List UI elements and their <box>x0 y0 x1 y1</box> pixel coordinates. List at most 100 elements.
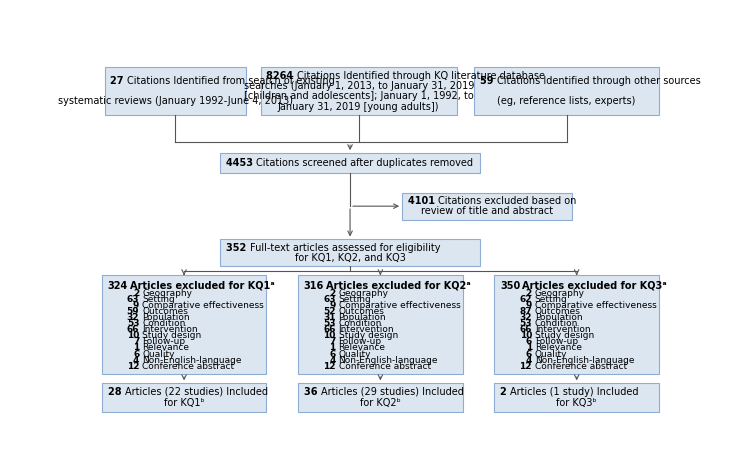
Text: Geography: Geography <box>142 289 192 297</box>
Text: Intervention: Intervention <box>338 325 394 334</box>
Text: 6: 6 <box>526 349 532 359</box>
FancyBboxPatch shape <box>495 276 659 374</box>
Text: Condition: Condition <box>142 319 186 328</box>
Text: Articles excluded for KQ3ᵃ: Articles excluded for KQ3ᵃ <box>522 281 667 291</box>
Text: Non-English-language: Non-English-language <box>338 356 438 365</box>
Text: searches (January 1, 2013, to January 31, 2019: searches (January 1, 2013, to January 31… <box>244 81 474 91</box>
Text: for KQ2ᵇ: for KQ2ᵇ <box>360 398 401 409</box>
Text: 1: 1 <box>526 343 532 353</box>
Text: (eg, reference lists, experts): (eg, reference lists, experts) <box>498 97 635 106</box>
Text: Follow-up: Follow-up <box>338 337 381 347</box>
Text: Full-text articles assessed for eligibility: Full-text articles assessed for eligibil… <box>250 243 440 253</box>
Text: 4: 4 <box>329 356 335 365</box>
Text: Condition: Condition <box>338 319 382 328</box>
Text: 31: 31 <box>323 313 335 322</box>
FancyBboxPatch shape <box>102 276 266 374</box>
Text: Setting: Setting <box>535 295 568 304</box>
Text: 4: 4 <box>525 356 532 365</box>
Text: 10: 10 <box>127 331 139 340</box>
FancyBboxPatch shape <box>298 383 463 412</box>
Text: Comparative effectiveness: Comparative effectiveness <box>338 301 460 310</box>
Text: 12: 12 <box>519 362 532 371</box>
FancyBboxPatch shape <box>104 67 246 115</box>
FancyBboxPatch shape <box>220 153 480 173</box>
Text: 66: 66 <box>519 325 532 334</box>
Text: Citations excluded based on: Citations excluded based on <box>438 196 577 206</box>
Text: 1: 1 <box>329 343 335 353</box>
Text: 32: 32 <box>519 313 532 322</box>
Text: 27: 27 <box>110 76 127 86</box>
Text: Relevance: Relevance <box>338 343 385 353</box>
Text: Relevance: Relevance <box>535 343 582 353</box>
Text: 66: 66 <box>323 325 335 334</box>
Text: Follow-up: Follow-up <box>535 337 578 347</box>
Text: 316: 316 <box>304 281 324 291</box>
Text: 7: 7 <box>329 337 335 347</box>
Text: 52: 52 <box>323 307 335 316</box>
Text: 53: 53 <box>127 319 139 328</box>
Text: Articles (1 study) Included: Articles (1 study) Included <box>510 387 638 397</box>
Text: review of title and abstract: review of title and abstract <box>421 206 554 217</box>
Text: Citations screened after duplicates removed: Citations screened after duplicates remo… <box>256 158 473 168</box>
Text: 28: 28 <box>107 387 124 397</box>
Text: Intervention: Intervention <box>142 325 198 334</box>
FancyBboxPatch shape <box>474 67 659 115</box>
Text: 2: 2 <box>329 289 335 297</box>
Text: 4101: 4101 <box>408 196 438 206</box>
Text: Articles (22 studies) Included: Articles (22 studies) Included <box>124 387 267 397</box>
Text: Quality: Quality <box>535 349 567 359</box>
FancyBboxPatch shape <box>298 276 463 374</box>
Text: 6: 6 <box>133 349 139 359</box>
Text: 32: 32 <box>127 313 139 322</box>
Text: 62: 62 <box>519 295 532 304</box>
FancyBboxPatch shape <box>402 193 572 219</box>
Text: Relevance: Relevance <box>142 343 189 353</box>
Text: Quality: Quality <box>338 349 371 359</box>
Text: 59: 59 <box>480 76 497 86</box>
Text: Follow-up: Follow-up <box>142 337 186 347</box>
Text: 2: 2 <box>500 387 510 397</box>
Text: 9: 9 <box>133 301 139 310</box>
Text: Setting: Setting <box>338 295 371 304</box>
Text: January 31, 2019 [young adults]): January 31, 2019 [young adults]) <box>278 102 440 112</box>
Text: Study design: Study design <box>535 331 594 340</box>
Text: for KQ1, KQ2, and KQ3: for KQ1, KQ2, and KQ3 <box>294 253 405 263</box>
Text: Outcomes: Outcomes <box>535 307 580 316</box>
Text: systematic reviews (January 1992-June 4, 2013): systematic reviews (January 1992-June 4,… <box>58 97 293 106</box>
Text: 63: 63 <box>323 295 335 304</box>
Text: Intervention: Intervention <box>535 325 591 334</box>
Text: Quality: Quality <box>142 349 174 359</box>
FancyBboxPatch shape <box>220 240 480 266</box>
Text: 12: 12 <box>323 362 335 371</box>
Text: Citations Identified through KQ literature database: Citations Identified through KQ literatu… <box>297 71 545 81</box>
Text: 4: 4 <box>133 356 139 365</box>
Text: for KQ1ᵇ: for KQ1ᵇ <box>164 398 204 409</box>
Text: 53: 53 <box>519 319 532 328</box>
Text: Population: Population <box>535 313 583 322</box>
Text: 6: 6 <box>329 349 335 359</box>
Text: Conference abstract: Conference abstract <box>338 362 431 371</box>
FancyBboxPatch shape <box>495 383 659 412</box>
Text: Study design: Study design <box>338 331 398 340</box>
Text: 36: 36 <box>304 387 321 397</box>
Text: Comparative effectiveness: Comparative effectiveness <box>142 301 264 310</box>
Text: 8264: 8264 <box>266 71 297 81</box>
Text: 1: 1 <box>133 343 139 353</box>
Text: 63: 63 <box>127 295 139 304</box>
Text: Outcomes: Outcomes <box>338 307 384 316</box>
FancyBboxPatch shape <box>261 67 457 115</box>
Text: 10: 10 <box>323 331 335 340</box>
Text: 9: 9 <box>525 301 532 310</box>
Text: Articles (29 studies) Included: Articles (29 studies) Included <box>321 387 463 397</box>
Text: Population: Population <box>142 313 190 322</box>
Text: 6: 6 <box>526 337 532 347</box>
Text: Comparative effectiveness: Comparative effectiveness <box>535 301 656 310</box>
Text: 53: 53 <box>323 319 335 328</box>
Text: [children and adolescents]; January 1, 1992, to: [children and adolescents]; January 1, 1… <box>244 91 474 101</box>
Text: Articles excluded for KQ2ᵃ: Articles excluded for KQ2ᵃ <box>326 281 471 291</box>
Text: 59: 59 <box>127 307 139 316</box>
Text: Conference abstract: Conference abstract <box>142 362 235 371</box>
Text: 87: 87 <box>519 307 532 316</box>
Text: Non-English-language: Non-English-language <box>535 356 634 365</box>
Text: Population: Population <box>338 313 386 322</box>
